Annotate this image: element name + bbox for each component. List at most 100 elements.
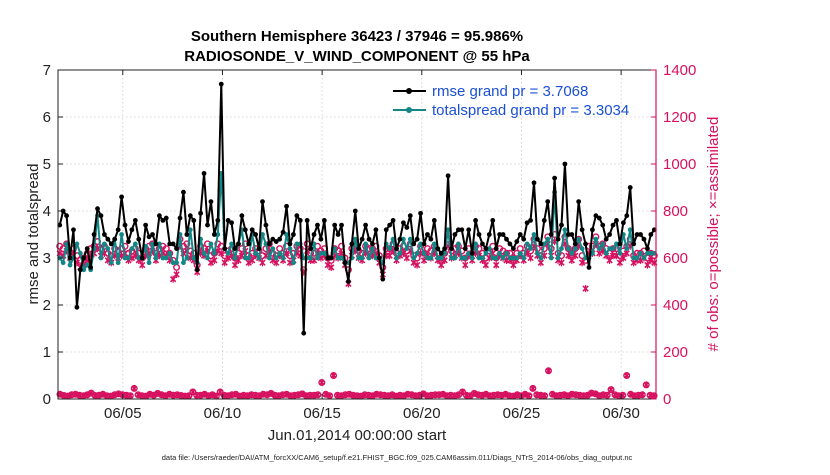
rmse-point [383, 227, 389, 233]
totalspread-point [572, 246, 578, 252]
totalspread-point [466, 250, 472, 256]
totalspread-point [215, 232, 221, 237]
y-right-tick-label: 0 [663, 391, 671, 408]
totalspread-point [469, 255, 475, 261]
rmse-point [280, 229, 286, 235]
rmse-point [153, 241, 159, 247]
rmse-point [239, 213, 245, 219]
totalspread-point [132, 241, 138, 247]
rmse-point [225, 218, 231, 223]
rmse-point [67, 255, 73, 261]
obs-rejected-cross [330, 372, 337, 379]
rmse-point [380, 276, 386, 282]
y-axis-label-right: # of obs: o=possible; ×=assimilated [705, 117, 722, 352]
obs-possible-point [221, 252, 229, 260]
obs-possible-point [121, 242, 129, 250]
totalspread-point [60, 260, 66, 266]
rmse-point [359, 236, 365, 242]
rmse-point [548, 232, 554, 237]
totalspread-point [242, 255, 248, 261]
rmse-point [291, 232, 296, 237]
obs-rejected-cross [608, 386, 614, 393]
rmse-point [187, 213, 193, 219]
x-tick-label: 06/20 [403, 405, 441, 422]
rmse-point [342, 260, 348, 266]
totalspread-point [648, 250, 654, 256]
obs-assimilated-point [218, 249, 225, 257]
totalspread-point [263, 241, 269, 247]
totalspread-point [528, 246, 533, 252]
totalspread-point [160, 255, 166, 261]
rmse-point [143, 222, 149, 228]
rmse-point [246, 241, 252, 247]
rmse-point [593, 213, 599, 219]
totalspread-point [641, 255, 647, 261]
rmse-point [545, 199, 551, 205]
obs-assimilated-point [606, 256, 613, 264]
totalspread-point [610, 246, 616, 252]
rmse-point [521, 236, 527, 242]
rmse-point [387, 222, 393, 228]
rmse-point [163, 215, 169, 221]
totalspread-point [373, 255, 379, 261]
rmse-point [418, 210, 423, 216]
rmse-point [535, 236, 540, 242]
rmse-point [356, 246, 362, 252]
totalspread-point [603, 250, 609, 256]
y-axis-label-left: rmse and totalspread [25, 164, 42, 305]
totalspread-point [531, 232, 537, 237]
totalspread-point [115, 260, 121, 266]
totalspread-point [476, 255, 482, 261]
totalspread-point [266, 255, 272, 261]
obs-possible-point [568, 249, 576, 257]
rmse-point [215, 218, 221, 223]
rmse-point [404, 225, 410, 230]
x-tick-label: 06/25 [503, 405, 541, 422]
rmse-point [600, 222, 606, 228]
y-left-tick-label: 0 [43, 391, 51, 408]
rmse-point [366, 236, 372, 242]
rmse-point [232, 246, 238, 252]
totalspread-point [187, 227, 193, 233]
rmse-point [315, 222, 320, 228]
totalspread-point [596, 246, 602, 252]
obs-rejected-cross [127, 392, 134, 399]
rmse-point [256, 246, 262, 252]
rmse-point [108, 241, 114, 247]
totalspread-point [414, 250, 420, 256]
totalspread-point [521, 255, 527, 261]
rmse-point [645, 246, 650, 252]
totalspread-point [431, 241, 437, 247]
totalspread-point [232, 255, 238, 261]
totalspread-point [150, 241, 155, 247]
obs-assimilated-point [620, 254, 627, 262]
obs-assimilated-point [169, 275, 177, 283]
rmse-point [504, 236, 509, 242]
obs-rejected-cross [541, 392, 548, 399]
rmse-point [81, 255, 87, 261]
totalspread-point [67, 262, 73, 268]
rmse-point [590, 227, 595, 233]
y-left-tick-label: 4 [43, 203, 51, 220]
totalspread-point [449, 255, 454, 261]
totalspread-point [108, 260, 114, 266]
rmse-point [583, 241, 588, 247]
totalspread-point [229, 241, 234, 247]
totalspread-point [339, 255, 344, 261]
totalspread-point [497, 250, 503, 256]
totalspread-point [277, 250, 283, 256]
totalspread-point [163, 255, 169, 261]
rmse-point [486, 232, 492, 237]
rmse-point [462, 246, 468, 252]
totalspread-point [126, 255, 131, 261]
rmse-point [318, 236, 324, 242]
rmse-point [524, 220, 530, 226]
rmse-point [222, 246, 228, 252]
y-right-tick-label: 1200 [663, 109, 696, 126]
totalspread-point [77, 250, 83, 256]
totalspread-point [184, 255, 190, 261]
rmse-point [311, 232, 317, 237]
rmse-point [400, 220, 406, 226]
obs-assimilated-point [558, 259, 565, 267]
rmse-point [627, 185, 633, 190]
